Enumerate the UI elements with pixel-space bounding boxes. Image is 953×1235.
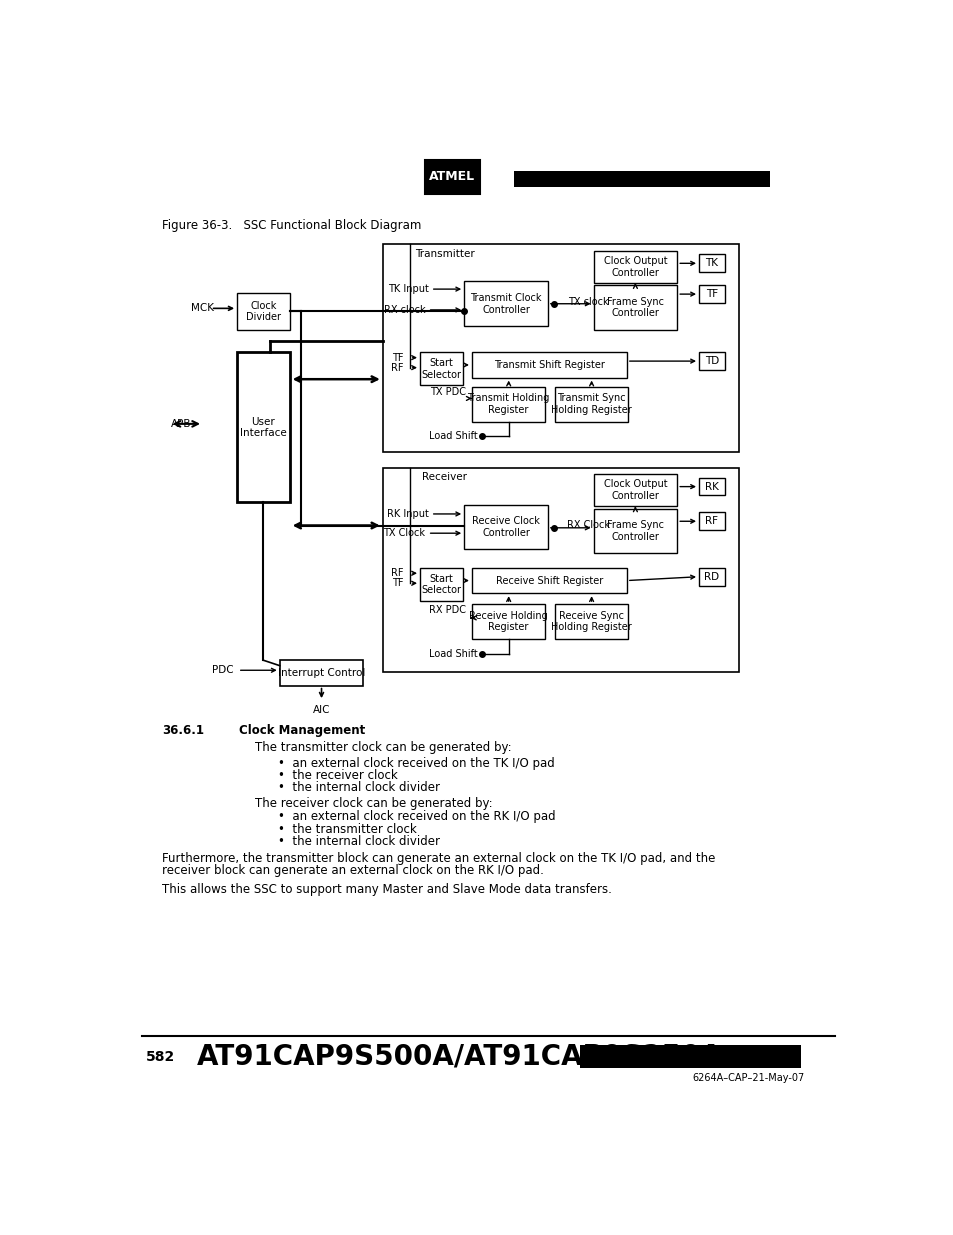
FancyBboxPatch shape [472, 352, 626, 378]
Text: RX clock: RX clock [383, 305, 425, 315]
Text: RK Input: RK Input [387, 509, 429, 519]
FancyBboxPatch shape [382, 245, 739, 452]
FancyBboxPatch shape [236, 352, 290, 503]
FancyBboxPatch shape [699, 478, 723, 495]
Text: Receive Holding
Register: Receive Holding Register [469, 610, 547, 632]
Text: RF: RF [391, 568, 403, 578]
Text: Transmit Shift Register: Transmit Shift Register [494, 359, 604, 370]
Text: Interrupt Control: Interrupt Control [277, 668, 365, 678]
FancyBboxPatch shape [593, 474, 677, 506]
Text: •  the transmitter clock: • the transmitter clock [278, 823, 416, 836]
Text: AIC: AIC [313, 705, 330, 715]
Text: Start
Selector: Start Selector [421, 358, 461, 379]
Text: •  the receiver clock: • the receiver clock [278, 769, 397, 782]
FancyBboxPatch shape [472, 568, 626, 593]
FancyBboxPatch shape [699, 352, 723, 370]
Text: TX PDC: TX PDC [430, 387, 466, 396]
Text: •  an external clock received on the TK I/O pad: • an external clock received on the TK I… [278, 757, 555, 769]
FancyBboxPatch shape [464, 505, 547, 550]
Text: The receiver clock can be generated by:: The receiver clock can be generated by: [254, 797, 492, 809]
Text: Clock Management: Clock Management [239, 724, 365, 737]
Text: •  an external clock received on the RK I/O pad: • an external clock received on the RK I… [278, 810, 556, 824]
Text: Receiver: Receiver [422, 472, 467, 482]
Text: AT91CAP9S500A/AT91CAP9S250A: AT91CAP9S500A/AT91CAP9S250A [196, 1042, 721, 1071]
FancyBboxPatch shape [419, 352, 462, 385]
Text: ATMEL: ATMEL [429, 170, 475, 183]
Text: Receive Sync
Holding Register: Receive Sync Holding Register [551, 610, 631, 632]
Text: User
Interface: User Interface [240, 416, 287, 438]
Text: RX PDC: RX PDC [429, 605, 466, 615]
Text: Clock Output
Controller: Clock Output Controller [603, 256, 666, 278]
Text: TF: TF [705, 289, 717, 299]
Text: Transmit Clock
Controller: Transmit Clock Controller [470, 293, 541, 315]
FancyBboxPatch shape [579, 1045, 801, 1068]
FancyBboxPatch shape [279, 661, 363, 685]
Text: TK: TK [704, 258, 718, 268]
Text: Load Shift: Load Shift [428, 650, 476, 659]
FancyBboxPatch shape [699, 513, 723, 530]
Text: Frame Sync
Controller: Frame Sync Controller [606, 296, 663, 319]
Text: receiver block can generate an external clock on the RK I/O pad.: receiver block can generate an external … [162, 864, 543, 877]
Text: RX Clock: RX Clock [566, 520, 609, 531]
Text: RD: RD [703, 572, 719, 582]
FancyBboxPatch shape [699, 254, 723, 272]
FancyBboxPatch shape [425, 159, 479, 194]
Text: PDC: PDC [213, 666, 233, 676]
Text: Receive Shift Register: Receive Shift Register [496, 576, 602, 585]
Text: This allows the SSC to support many Master and Slave Mode data transfers.: This allows the SSC to support many Mast… [162, 883, 611, 895]
Text: 582: 582 [146, 1050, 175, 1063]
Text: •  the internal clock divider: • the internal clock divider [278, 782, 439, 794]
Text: •  the internal clock divider: • the internal clock divider [278, 835, 439, 848]
Text: 6264A–CAP–21-May-07: 6264A–CAP–21-May-07 [692, 1072, 804, 1083]
FancyBboxPatch shape [699, 568, 723, 585]
FancyBboxPatch shape [555, 604, 628, 638]
FancyBboxPatch shape [593, 509, 677, 553]
FancyBboxPatch shape [593, 285, 677, 330]
Text: The transmitter clock can be generated by:: The transmitter clock can be generated b… [254, 741, 511, 755]
FancyBboxPatch shape [464, 282, 547, 326]
FancyBboxPatch shape [472, 387, 545, 421]
Text: RK: RK [704, 482, 718, 492]
FancyBboxPatch shape [419, 568, 462, 601]
Text: RF: RF [704, 516, 718, 526]
Text: Transmitter: Transmitter [415, 248, 475, 258]
Text: TX Clock: TX Clock [383, 529, 425, 538]
FancyBboxPatch shape [236, 293, 290, 330]
Text: Clock
Divider: Clock Divider [246, 300, 280, 322]
Text: Clock Output
Controller: Clock Output Controller [603, 479, 666, 501]
Text: TF: TF [392, 353, 403, 363]
Text: TK Input: TK Input [388, 284, 429, 294]
Text: Load Shift: Load Shift [428, 431, 476, 441]
FancyBboxPatch shape [593, 251, 677, 283]
Text: Frame Sync
Controller: Frame Sync Controller [606, 520, 663, 542]
Text: TD: TD [704, 356, 719, 366]
Text: Transmit Holding
Register: Transmit Holding Register [467, 394, 549, 415]
Text: Transmit Sync
Holding Register: Transmit Sync Holding Register [551, 394, 631, 415]
FancyBboxPatch shape [514, 172, 769, 186]
FancyBboxPatch shape [555, 387, 628, 421]
Text: Figure 36-3.   SSC Functional Block Diagram: Figure 36-3. SSC Functional Block Diagra… [162, 219, 421, 232]
Text: Receive Clock
Controller: Receive Clock Controller [472, 516, 539, 537]
FancyBboxPatch shape [382, 468, 739, 672]
Text: Start
Selector: Start Selector [421, 573, 461, 595]
Text: TF: TF [392, 578, 403, 588]
FancyBboxPatch shape [472, 604, 545, 638]
Text: MCK: MCK [191, 304, 213, 314]
FancyBboxPatch shape [699, 285, 723, 303]
Text: TX clock: TX clock [567, 298, 608, 308]
Text: 36.6.1: 36.6.1 [162, 724, 204, 737]
Text: Furthermore, the transmitter block can generate an external clock on the TK I/O : Furthermore, the transmitter block can g… [162, 852, 715, 864]
Text: APB: APB [171, 419, 192, 429]
Text: RF: RF [391, 363, 403, 373]
